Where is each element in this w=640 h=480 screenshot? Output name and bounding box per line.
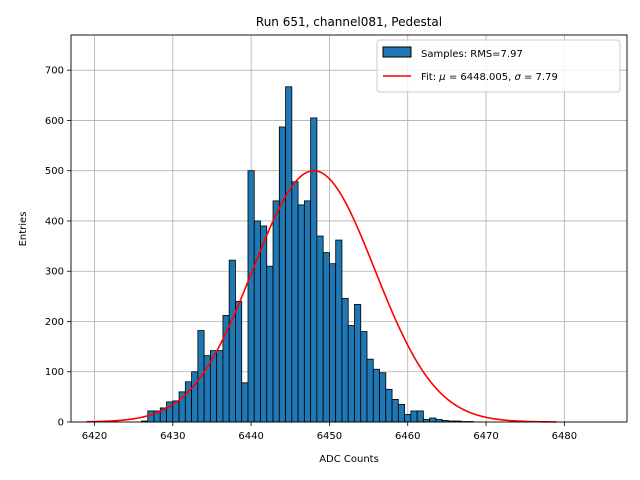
x-tick-label: 6420 bbox=[82, 431, 107, 442]
histogram-bar bbox=[285, 86, 293, 423]
histogram-bar bbox=[335, 239, 343, 423]
legend-fit-prefix: Fit: bbox=[421, 72, 439, 83]
histogram-bar bbox=[416, 410, 424, 423]
x-tick-label: 6460 bbox=[395, 431, 420, 442]
x-tick-label: 6430 bbox=[160, 431, 185, 442]
histogram-bar bbox=[203, 355, 211, 423]
histogram-bar bbox=[310, 117, 318, 423]
histogram-bar bbox=[347, 325, 355, 423]
y-tick-label: 300 bbox=[45, 267, 64, 278]
legend-samples-label: Samples: RMS=7.97 bbox=[421, 49, 523, 60]
histogram-bar bbox=[272, 200, 280, 423]
histogram-bar bbox=[322, 252, 330, 423]
histogram-bar bbox=[235, 300, 243, 423]
y-tick-label: 0 bbox=[58, 418, 64, 429]
histogram-bar bbox=[354, 303, 362, 423]
y-tick-label: 500 bbox=[45, 166, 64, 177]
histogram-bar bbox=[404, 414, 412, 423]
legend-sigma-symbol: σ bbox=[514, 72, 521, 83]
histogram-bar bbox=[410, 410, 418, 423]
legend: Samples: RMS=7.97 Fit: μ = 6448.005, σ =… bbox=[376, 39, 621, 93]
histogram-bar bbox=[247, 170, 255, 423]
histogram-bar bbox=[341, 297, 349, 423]
legend-samples-swatch bbox=[382, 46, 412, 58]
histogram-bar bbox=[147, 410, 155, 423]
histogram-bar bbox=[184, 381, 192, 423]
histogram-bar bbox=[241, 382, 249, 423]
y-tick-label: 400 bbox=[45, 216, 64, 227]
legend-mu-symbol: μ bbox=[438, 72, 445, 83]
histogram-bar bbox=[216, 350, 224, 423]
x-axis-label: ADC Counts bbox=[319, 454, 379, 465]
histogram-bar bbox=[260, 225, 268, 423]
legend-mu-value: = 6448.005, bbox=[446, 72, 515, 83]
legend-sigma-value: = 7.79 bbox=[521, 72, 558, 83]
x-tick-label: 6480 bbox=[552, 431, 577, 442]
fit-curve bbox=[86, 169, 557, 423]
legend-fit-label: Fit: μ = 6448.005, σ = 7.79 bbox=[421, 72, 558, 83]
histogram-bar bbox=[372, 368, 380, 423]
x-axis-ticks: 6420 6430 6440 6450 6460 6470 6480 bbox=[82, 422, 577, 442]
y-tick-label: 600 bbox=[45, 116, 64, 127]
histogram-bar bbox=[385, 388, 393, 423]
histogram-bar bbox=[297, 204, 305, 423]
histogram-bar bbox=[397, 404, 405, 423]
histogram-bar bbox=[291, 181, 299, 423]
legend-box bbox=[376, 39, 621, 93]
histogram-bar bbox=[391, 398, 399, 423]
x-tick-label: 6450 bbox=[317, 431, 342, 442]
y-tick-label: 100 bbox=[45, 367, 64, 378]
x-tick-label: 6440 bbox=[238, 431, 263, 442]
y-tick-label: 700 bbox=[45, 66, 64, 77]
histogram-bar bbox=[191, 371, 199, 423]
histogram-bar bbox=[366, 358, 374, 423]
histogram-bar bbox=[429, 417, 437, 423]
histogram-bar bbox=[228, 259, 236, 423]
y-tick-label: 200 bbox=[45, 317, 64, 328]
chart-title: Run 651, channel081, Pedestal bbox=[256, 15, 442, 29]
axes-frame bbox=[70, 34, 628, 423]
histogram-bar bbox=[360, 331, 368, 423]
y-axis-ticks: 0 100 200 300 400 500 600 700 bbox=[45, 66, 71, 429]
histogram-bar bbox=[278, 126, 286, 423]
histogram-bar bbox=[266, 265, 274, 423]
histogram-bar bbox=[303, 200, 312, 423]
histogram-bar bbox=[316, 235, 324, 423]
y-axis-label: Entries bbox=[18, 212, 29, 247]
histogram-bar bbox=[379, 372, 387, 423]
x-tick-label: 6470 bbox=[473, 431, 498, 442]
histogram-bars bbox=[141, 86, 474, 423]
histogram-bar bbox=[329, 263, 337, 423]
